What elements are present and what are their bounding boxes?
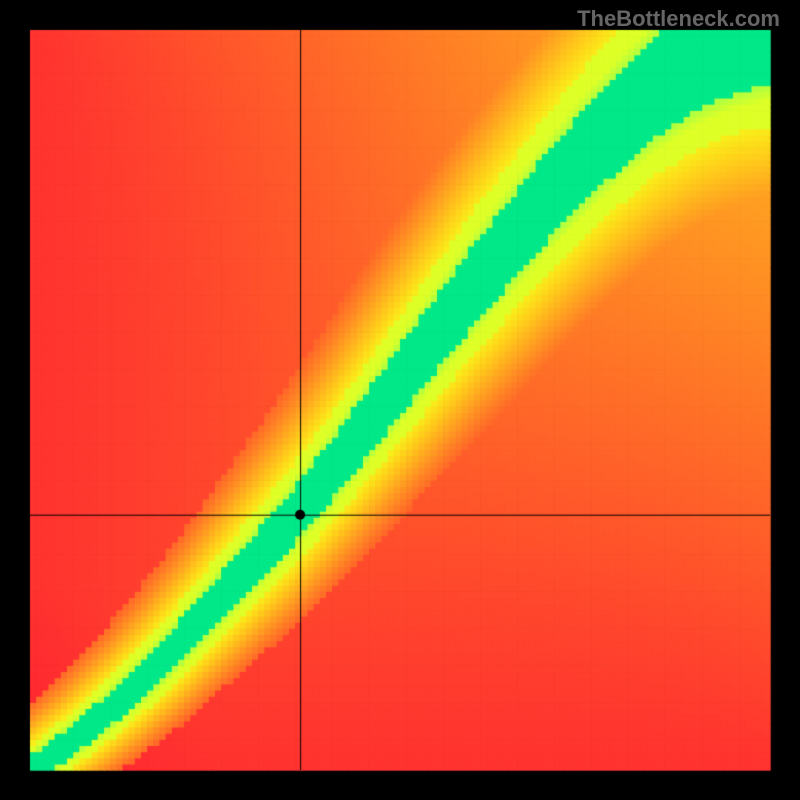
watermark-text: TheBottleneck.com — [577, 6, 780, 32]
bottleneck-heatmap — [0, 0, 800, 800]
